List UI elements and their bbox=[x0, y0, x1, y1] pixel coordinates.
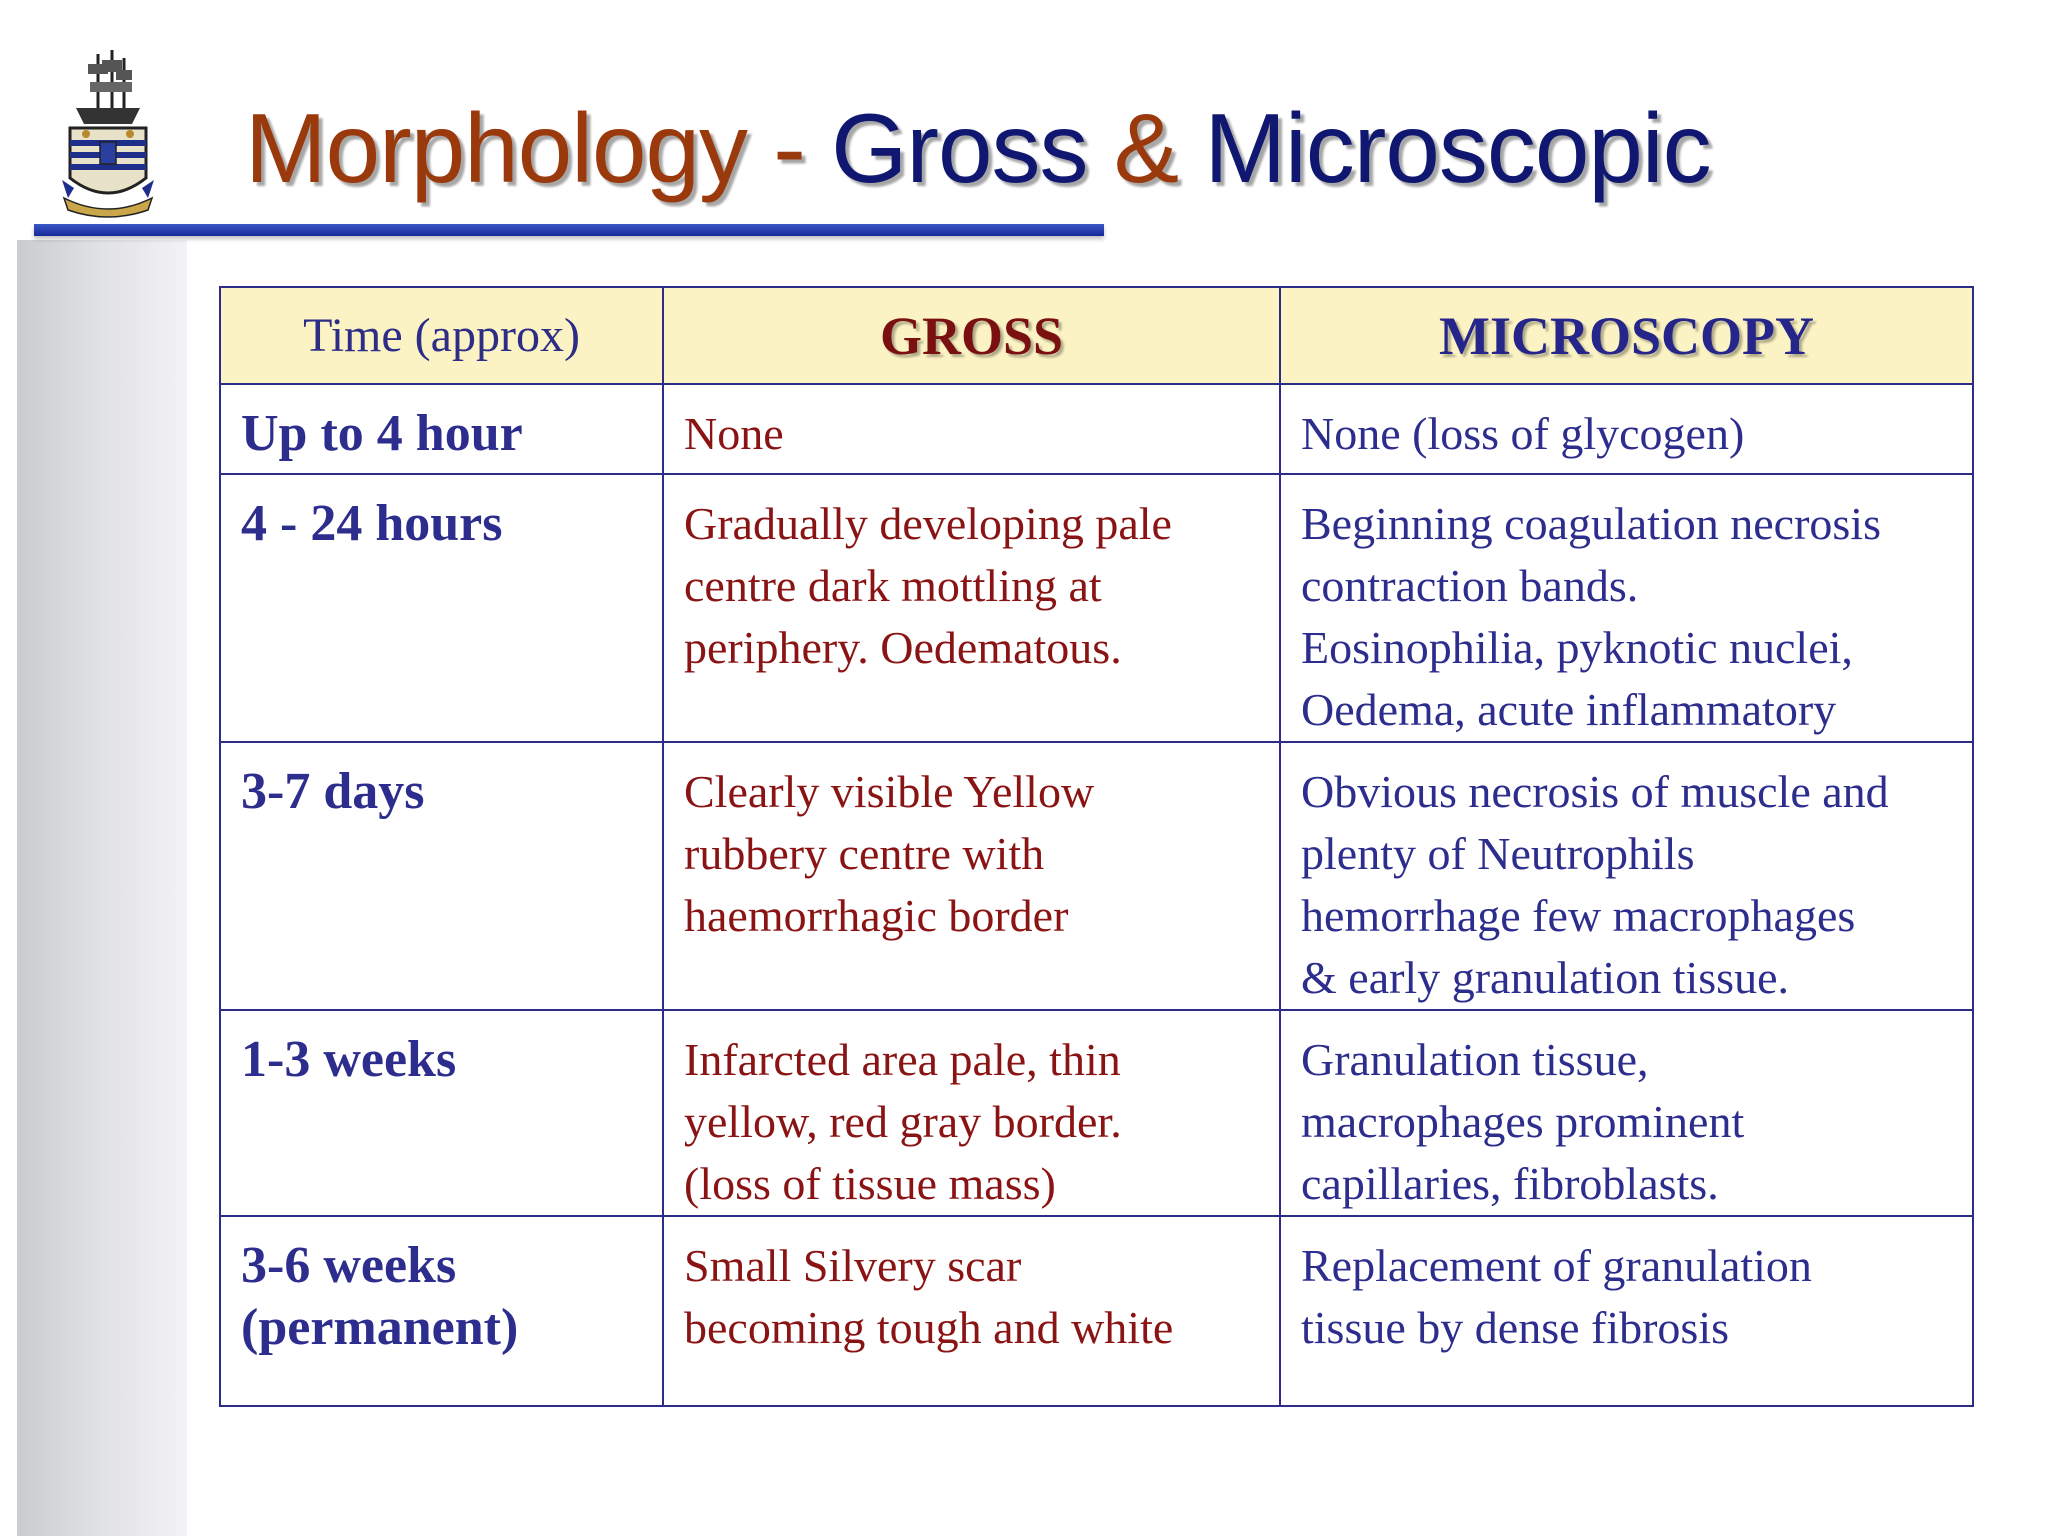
time-cell-line: 3-6 weeks bbox=[241, 1237, 457, 1294]
time-cell-line: 1-3 weeks bbox=[241, 1031, 457, 1088]
university-crest-logo bbox=[62, 50, 154, 218]
microscopy-cell-line: & early granulation tissue. bbox=[1301, 952, 1789, 1003]
gross-cell-line: None bbox=[684, 408, 784, 459]
title-part-morphology: Morphology - bbox=[245, 93, 832, 203]
microscopy-cell-line: Beginning coagulation necrosis bbox=[1301, 498, 1881, 549]
title-part-microscopic: Microscopic bbox=[1204, 93, 1711, 203]
time-cell: 1-3 weeks bbox=[219, 1009, 664, 1217]
gross-cell-line: Clearly visible Yellow bbox=[684, 766, 1095, 817]
gross-cell-line: centre dark mottling at bbox=[684, 560, 1102, 611]
header-microscopy: MICROSCOPY bbox=[1279, 286, 1974, 385]
header-gross: GROSS bbox=[662, 286, 1281, 385]
time-cell-line: 3-7 days bbox=[241, 763, 425, 820]
gross-cell-line: Gradually developing pale bbox=[684, 498, 1172, 549]
table-row: 4 - 24 hours Gradually developing pale cen… bbox=[219, 473, 1974, 743]
gross-cell: Infarcted area pale, thin yellow, red gra… bbox=[662, 1009, 1281, 1217]
microscopy-cell-line: hemorrhage few macrophages bbox=[1301, 890, 1856, 941]
table-row: 3-6 weeks (permanent) Small Silvery scar be… bbox=[219, 1215, 1974, 1407]
gross-cell-line: rubbery centre with bbox=[684, 828, 1045, 879]
title-underline-rule bbox=[34, 224, 1104, 236]
table-row: 3-7 days Clearly visible Yellow rubbery ce… bbox=[219, 741, 1974, 1011]
table-row: Up to 4 hour None None (loss of glycogen) bbox=[219, 383, 1974, 475]
gross-cell-line: haemorrhagic border bbox=[684, 890, 1069, 941]
gross-cell-line: (loss of tissue mass) bbox=[684, 1158, 1056, 1209]
gross-cell: Gradually developing pale centre dark mot… bbox=[662, 473, 1281, 743]
microscopy-cell-line: Oedema, acute inflammatory bbox=[1301, 684, 1837, 735]
time-cell-line: 4 - 24 hours bbox=[241, 495, 503, 552]
gross-cell-line: Small Silvery scar bbox=[684, 1240, 1022, 1291]
microscopy-cell-line: Granulation tissue, bbox=[1301, 1034, 1649, 1085]
microscopy-cell-line: tissue by dense fibrosis bbox=[1301, 1302, 1730, 1353]
microscopy-cell: Obvious necrosis of muscle and plenty of … bbox=[1279, 741, 1974, 1011]
morphology-table: Time (approx) GROSS MICROSCOPY Up to 4 h… bbox=[219, 286, 1974, 1407]
microscopy-cell-line: Replacement of granulation bbox=[1301, 1240, 1812, 1291]
time-cell-line: (permanent) bbox=[241, 1299, 519, 1356]
side-gradient-bar bbox=[17, 240, 187, 1536]
time-cell: 3-6 weeks (permanent) bbox=[219, 1215, 664, 1407]
microscopy-cell-line: plenty of Neutrophils bbox=[1301, 828, 1695, 879]
gross-cell-line: becoming tough and white bbox=[684, 1302, 1174, 1353]
microscopy-cell: Replacement of granulation tissue by dens… bbox=[1279, 1215, 1974, 1407]
microscopy-cell: None (loss of glycogen) bbox=[1279, 383, 1974, 475]
time-cell: 3-7 days bbox=[219, 741, 664, 1011]
slide-title: Morphology - Gross & Microscopic bbox=[245, 92, 1712, 205]
title-part-gross: Gross bbox=[831, 93, 1114, 203]
microscopy-cell-line: contraction bands. bbox=[1301, 560, 1639, 611]
microscopy-cell-line: Obvious necrosis of muscle and bbox=[1301, 766, 1889, 817]
gross-cell: Clearly visible Yellow rubbery centre wit… bbox=[662, 741, 1281, 1011]
time-cell: 4 - 24 hours bbox=[219, 473, 664, 743]
header-time: Time (approx) bbox=[219, 286, 664, 385]
gross-cell-line: periphery. Oedematous. bbox=[684, 622, 1122, 673]
table-header-row: Time (approx) GROSS MICROSCOPY bbox=[219, 286, 1974, 385]
microscopy-cell: Beginning coagulation necrosis contractio… bbox=[1279, 473, 1974, 743]
microscopy-cell-line: macrophages prominent bbox=[1301, 1096, 1745, 1147]
microscopy-cell-line: None (loss of glycogen) bbox=[1301, 408, 1745, 459]
table-row: 1-3 weeks Infarcted area pale, thin yellow… bbox=[219, 1009, 1974, 1217]
microscopy-cell: Granulation tissue, macrophages prominent… bbox=[1279, 1009, 1974, 1217]
time-cell-line: Up to 4 hour bbox=[241, 405, 523, 462]
time-cell: Up to 4 hour bbox=[219, 383, 664, 475]
microscopy-cell-line: Eosinophilia, pyknotic nuclei, bbox=[1301, 622, 1853, 673]
gross-cell: Small Silvery scar becoming tough and whi… bbox=[662, 1215, 1281, 1407]
gross-cell: None bbox=[662, 383, 1281, 475]
microscopy-cell-line: capillaries, fibroblasts. bbox=[1301, 1158, 1719, 1209]
gross-cell-line: Infarcted area pale, thin bbox=[684, 1034, 1121, 1085]
gross-cell-line: yellow, red gray border. bbox=[684, 1096, 1122, 1147]
title-part-ampersand: & bbox=[1113, 93, 1205, 203]
